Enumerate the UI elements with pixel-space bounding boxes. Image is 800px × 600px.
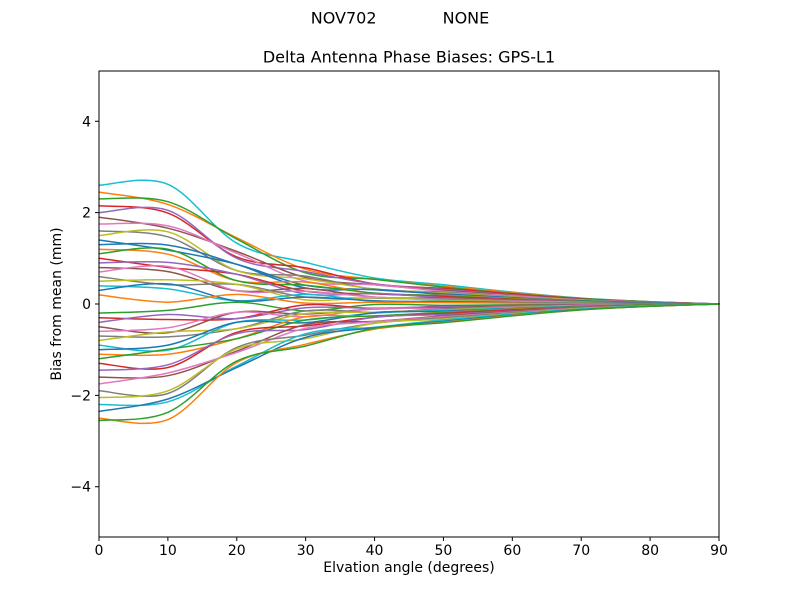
x-tick-label: 30 <box>297 543 315 559</box>
x-tick-label: 60 <box>503 543 521 559</box>
figure-suptitle: NOV702 NONE <box>310 8 490 28</box>
x-tick-label: 20 <box>228 543 246 559</box>
x-tick-label: 90 <box>710 543 728 559</box>
x-tick-label: 10 <box>159 543 177 559</box>
y-tick-label: −4 <box>70 480 91 496</box>
chart-title: Delta Antenna Phase Biases: GPS-L1 <box>262 47 556 67</box>
y-tick-label: 0 <box>82 297 91 313</box>
y-tick-label: 4 <box>82 114 91 130</box>
x-tick-label: 50 <box>435 543 453 559</box>
y-tick-label: −2 <box>70 388 91 404</box>
x-tick-label: 70 <box>572 543 590 559</box>
x-tick-label: 40 <box>366 543 384 559</box>
x-tick-label: 0 <box>95 543 104 559</box>
x-tick-label: 80 <box>641 543 659 559</box>
x-axis-label: Elvation angle (degrees) <box>323 560 495 576</box>
series-line <box>98 303 720 422</box>
y-tick-label: 2 <box>82 206 91 222</box>
